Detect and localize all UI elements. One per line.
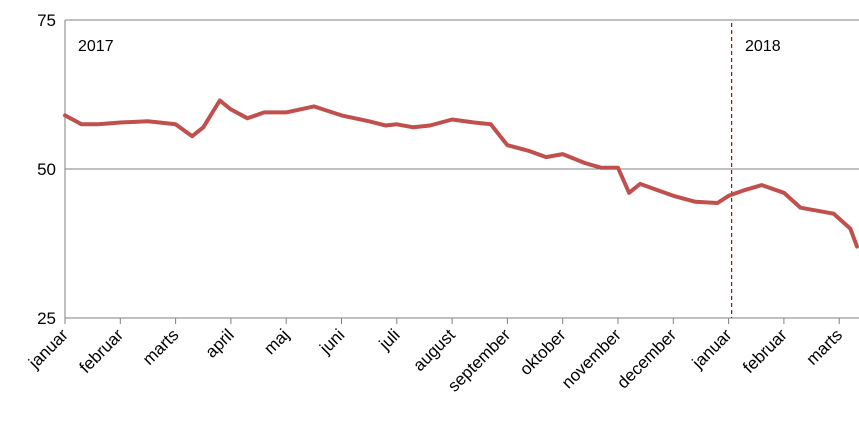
data-point: [472, 121, 476, 125]
data-point: [384, 123, 388, 127]
data-point: [583, 161, 587, 165]
y-tick-label: 50: [37, 160, 56, 179]
data-point: [395, 122, 399, 126]
data-point: [174, 122, 178, 126]
x-tick-layer: januar februar marts april maj juni juli august…: [24, 318, 846, 396]
data-point: [655, 188, 659, 192]
y-tick-label: 75: [37, 11, 56, 30]
x-tick-label: marts: [803, 325, 846, 368]
data-point: [146, 119, 150, 123]
x-tick-label: maj: [260, 325, 293, 358]
x-tick-label: november: [558, 325, 625, 392]
data-point: [855, 244, 859, 248]
data-point: [693, 200, 697, 204]
data-point: [190, 134, 194, 138]
data-point: [798, 206, 802, 210]
data-point: [815, 209, 819, 213]
x-tick-label: februar: [739, 325, 791, 377]
data-point: [544, 155, 548, 159]
x-tick-label: februar: [76, 325, 128, 377]
data-point: [760, 183, 764, 187]
data-point: [245, 116, 249, 120]
data-point: [367, 119, 371, 123]
series-line: [63, 98, 859, 249]
data-point: [489, 122, 493, 126]
year-label-2018: 2018: [745, 38, 781, 55]
data-point: [505, 143, 509, 147]
data-point: [96, 122, 100, 126]
data-point: [218, 98, 222, 102]
x-tick-label: juli: [375, 325, 404, 354]
data-point: [716, 201, 720, 205]
data-point: [428, 123, 432, 127]
data-point: [727, 194, 731, 198]
x-tick-label: oktober: [516, 325, 570, 379]
data-point: [201, 125, 205, 129]
data-point: [638, 182, 642, 186]
data-point: [80, 122, 84, 126]
x-tick-label: januar: [24, 325, 72, 373]
data-point: [616, 166, 620, 170]
x-tick-label: januar: [688, 325, 736, 373]
data-point: [118, 121, 122, 125]
data-point: [743, 188, 747, 192]
data-point: [627, 191, 631, 195]
data-point: [450, 118, 454, 122]
data-point: [671, 194, 675, 198]
data-point: [312, 104, 316, 108]
data-point: [528, 149, 532, 153]
data-point: [284, 110, 288, 114]
data-point: [262, 110, 266, 114]
data-point: [561, 152, 565, 156]
x-tick-label: april: [202, 325, 238, 361]
data-point-layer: [63, 98, 859, 248]
y-tick-layer: 25 50 75: [37, 11, 56, 328]
x-tick-label: august: [409, 325, 459, 375]
data-point: [63, 113, 67, 117]
x-tick-label: marts: [139, 325, 182, 368]
data-point: [229, 107, 233, 111]
x-tick-label: december: [613, 325, 680, 392]
data-point: [411, 125, 415, 129]
axis-layer: [64, 20, 859, 319]
data-point: [832, 212, 836, 216]
year-label-2017: 2017: [78, 38, 114, 55]
data-point: [340, 113, 343, 117]
x-tick-label: juni: [315, 325, 348, 358]
grid-layer: [65, 19, 859, 170]
data-point: [848, 227, 852, 231]
data-point: [782, 191, 786, 195]
data-point: [599, 166, 603, 170]
y-tick-label: 25: [37, 309, 56, 328]
